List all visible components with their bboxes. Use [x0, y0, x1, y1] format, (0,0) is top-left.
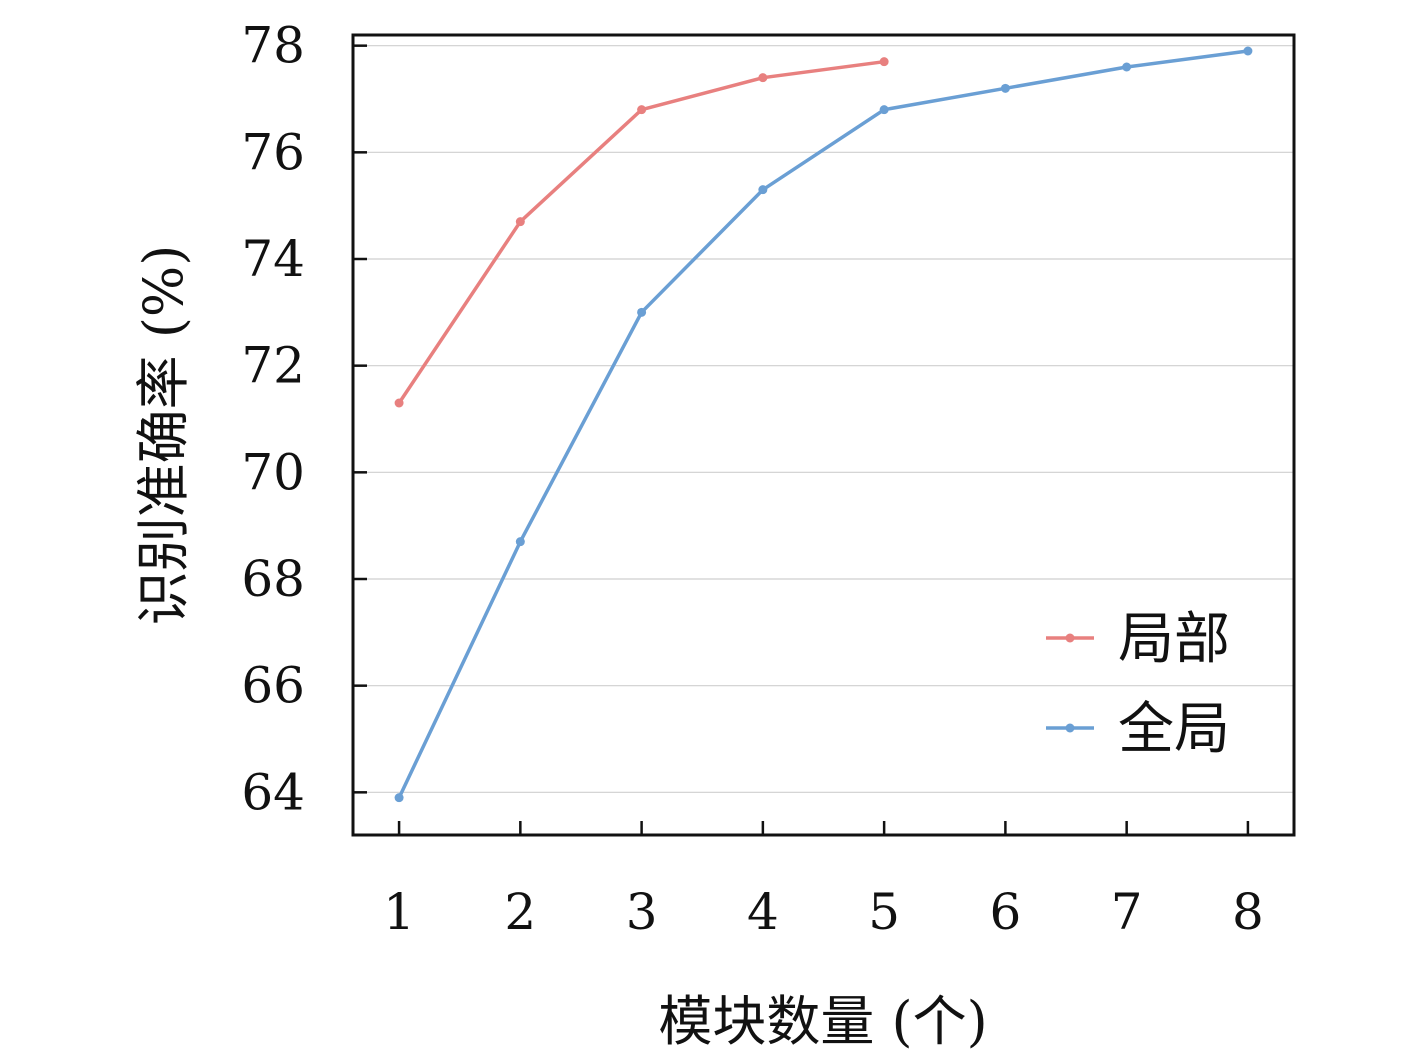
data-point — [394, 398, 404, 408]
x-tick-label: 6 — [989, 883, 1021, 941]
x-tick-label: 5 — [868, 883, 900, 941]
y-axis-title: 识别准确率 (%) — [132, 245, 195, 626]
y-tick-label: 76 — [241, 123, 305, 181]
legend-label: 全局 — [1118, 697, 1230, 762]
series-line-2 — [397, 49, 1250, 800]
legend-label: 局部 — [1118, 607, 1230, 672]
y-tick-label: 68 — [241, 550, 305, 608]
data-point — [394, 793, 404, 803]
plot-area-frame — [351, 33, 1296, 837]
y-tick-label: 78 — [241, 17, 305, 75]
y-tick-label: 74 — [241, 230, 305, 288]
x-tick-label: 7 — [1111, 883, 1143, 941]
data-point — [1122, 62, 1132, 72]
x-tick-label: 1 — [383, 883, 415, 941]
grid-lines — [353, 45, 1294, 793]
data-point — [515, 217, 525, 227]
data-point — [758, 73, 768, 83]
data-point — [637, 105, 647, 115]
x-tick-label: 3 — [626, 883, 658, 941]
data-point — [1000, 83, 1010, 93]
data-point — [637, 307, 647, 317]
y-tick-label: 72 — [241, 337, 305, 395]
data-point — [879, 57, 889, 67]
y-tick-label: 70 — [241, 443, 305, 501]
y-tick-label: 66 — [241, 657, 305, 715]
x-tick-label: 4 — [747, 883, 779, 941]
x-tick-label: 8 — [1232, 883, 1264, 941]
legend-marker — [1065, 633, 1075, 643]
x-tick-label: 2 — [504, 883, 536, 941]
data-point — [1243, 46, 1253, 56]
data-point — [515, 537, 525, 547]
data-point — [879, 105, 889, 115]
y-tick-label: 64 — [241, 763, 305, 821]
data-point — [758, 185, 768, 195]
data-series — [394, 46, 1253, 803]
x-axis-title: 模块数量 (个) — [658, 990, 987, 1053]
legend-marker — [1065, 723, 1075, 733]
